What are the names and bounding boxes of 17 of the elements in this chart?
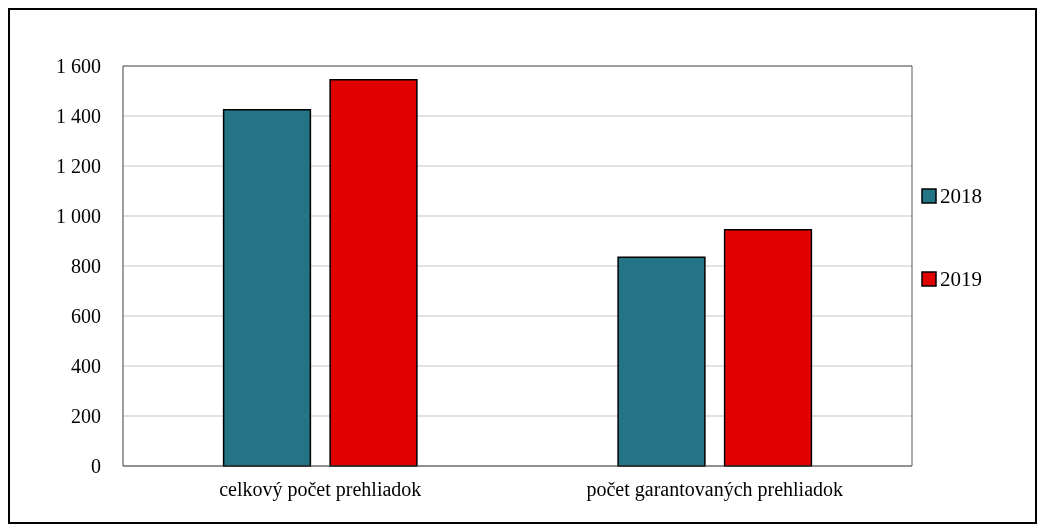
x-tick-label: celkový počet prehliadok: [219, 478, 422, 501]
y-tick-label: 1 400: [56, 105, 101, 127]
x-tick-label: počet garantovaných prehliadok: [586, 478, 844, 501]
y-tick-label: 1 600: [56, 55, 101, 77]
y-tick-label: 1 000: [56, 205, 101, 227]
y-tick-label: 200: [71, 405, 101, 427]
y-tick-label: 800: [71, 255, 101, 277]
y-tick-label: 400: [71, 355, 101, 377]
legend-label: 2018: [940, 184, 982, 209]
y-tick-label: 600: [71, 305, 101, 327]
bar: [723, 229, 813, 467]
bar: [617, 256, 706, 467]
bar: [222, 109, 312, 467]
legend-label: 2019: [940, 267, 982, 292]
y-tick-label: 0: [91, 455, 101, 477]
y-tick-label: 1 200: [56, 155, 101, 177]
bar: [329, 79, 418, 467]
